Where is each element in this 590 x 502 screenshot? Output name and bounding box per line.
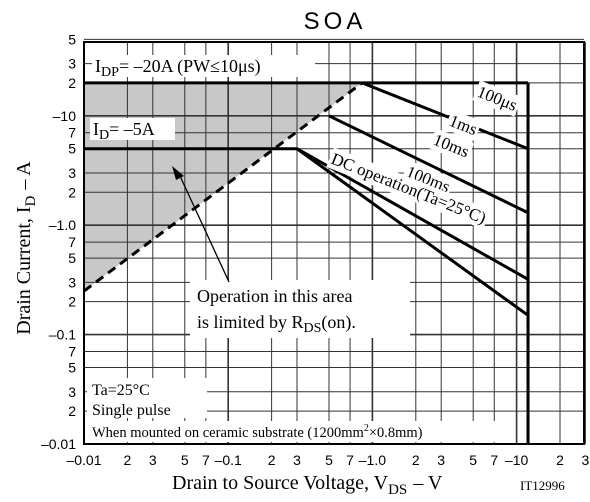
condition-pulse: Single pulse: [92, 402, 171, 419]
x-tick-label: 5: [325, 452, 333, 468]
y-tick-label: 3: [68, 384, 76, 400]
y-tick-label: 3: [68, 274, 76, 290]
y-tick-label: 5: [68, 141, 76, 157]
rds-on-line: [83, 81, 364, 293]
series-label-100ms-bg: [401, 160, 455, 199]
series-label-100us: 100μs: [475, 82, 520, 115]
series-line: [361, 81, 529, 151]
x-tick-label: 2: [556, 452, 564, 468]
y-tick-label: 5: [68, 360, 76, 376]
y-tick-label: 3: [68, 165, 76, 181]
series-label-100us-group: 100μs: [472, 80, 523, 117]
x-tick-label: 7: [490, 452, 498, 468]
series-line: [296, 147, 529, 317]
x-tick-label: –0.01: [66, 452, 101, 468]
series-label-100us-bg: [472, 80, 523, 117]
x-tick-label: 5: [469, 452, 477, 468]
x-tick-label: –0.1: [215, 452, 242, 468]
y-tick-label: –10: [53, 108, 77, 124]
id-label-bg: [90, 118, 175, 140]
y-tick-label: 7: [68, 125, 76, 141]
x-tick-label: 3: [582, 452, 590, 468]
y-tick-label: 7: [68, 344, 76, 360]
y-axis-label: Drain Current, ID – A: [13, 161, 39, 335]
x-axis-label: Drain to Source Voltage, VDS – V: [172, 472, 443, 498]
x-axis-label-sub: DS: [388, 482, 407, 498]
x-tick-label: 3: [437, 452, 445, 468]
x-tick-label: 5: [181, 452, 189, 468]
mount-note-bg: [87, 421, 511, 442]
x-tick-label: 7: [202, 452, 210, 468]
y-tick-label: 5: [68, 250, 76, 266]
x-tick-label: 2: [412, 452, 420, 468]
idp-label-bg: [92, 55, 315, 77]
mount-note: When mounted on ceramic substrate (1200m…: [92, 423, 423, 441]
y-tick-label: 2: [68, 184, 76, 200]
y-tick-label: –0.01: [41, 436, 76, 452]
rds-note-line1: Operation in this area: [197, 286, 352, 306]
y-axis-label-main: Drain Current, I: [13, 206, 35, 334]
x-tick-label: 3: [293, 452, 301, 468]
y-tick-label: 3: [68, 56, 76, 72]
x-axis-label-main: Drain to Source Voltage, V: [172, 472, 389, 494]
series-label-1ms-bg: [444, 109, 483, 141]
chart-title: SOA: [304, 8, 367, 35]
x-tick-label: 3: [149, 452, 157, 468]
rds-note-arrowhead: [172, 166, 184, 180]
figure-code: IT12996: [520, 478, 565, 493]
x-tick-label: 2: [124, 452, 132, 468]
rds-note-arrow: [179, 175, 230, 283]
x-tick-label: 7: [346, 452, 354, 468]
rds-note-bg: [190, 280, 410, 338]
conditions-bg: [87, 378, 207, 418]
y-tick-label: –0.1: [49, 327, 76, 343]
id-label: ID= –5A: [93, 119, 155, 143]
y-tick-label: 2: [68, 294, 76, 310]
condition-ta: Ta=25°C: [92, 382, 150, 399]
y-tick-label: 2: [68, 75, 76, 91]
x-tick-label: 2: [268, 452, 276, 468]
series-line: [328, 114, 529, 215]
y-tick-label: 5: [68, 31, 76, 47]
x-tick-label: –10: [505, 452, 529, 468]
y-tick-label: 2: [68, 403, 76, 419]
y-tick-label: –1.0: [49, 217, 76, 233]
y-axis-label-sub: D: [23, 195, 39, 206]
x-tick-label: –1.0: [359, 452, 386, 468]
series-label-dc-bg: [326, 147, 491, 230]
rds-note-line2: is limited by RDS(on).: [197, 312, 356, 336]
series-label-10ms-bg: [428, 128, 475, 163]
y-tick-label: 7: [68, 234, 76, 250]
idp-label: IDP= –20A (PW≤10μs): [95, 56, 261, 80]
plot-area: –0.01 2 3 5 7 –0.1 2 3 5 7 –1.0 2 3 5 7 –10 2 3–0.012357–…: [41, 31, 590, 468]
x-axis-label-unit: – V: [412, 472, 443, 494]
y-axis-label-unit: – A: [13, 161, 35, 191]
plot-frame: [83, 41, 585, 445]
